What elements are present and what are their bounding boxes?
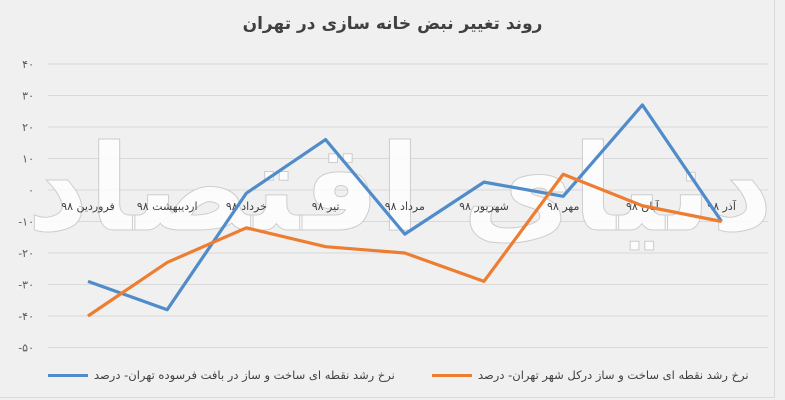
x-tick-label: مرداد ۹۸ [385,200,425,213]
series-line-whole-city [87,172,722,318]
y-tick-label: -۴۰ [18,310,34,323]
y-tick-label: ۲۰ [22,121,34,134]
y-tick-label: ۰ [28,184,34,197]
y-tick-label: -۱۰ [18,216,34,229]
x-tick-label: تیر ۹۸ [312,200,340,213]
legend-swatch-orange-icon [432,373,472,377]
x-tick-label: خرداد ۹۸ [226,200,267,213]
x-tick-label: مهر ۹۸ [547,200,579,213]
x-tick-label: فروردین ۹۸ [61,200,115,213]
chart-legend: نرخ رشد نقطه ای ساخت و ساز در بافت فرسود… [0,368,785,388]
y-axis-ticks: ۴۰ ۳۰ ۲۰ ۱۰ ۰ -۱۰ -۲۰ -۳۰ -۴۰ -۵۰ [18,58,34,355]
legend-label-worn-texture: نرخ رشد نقطه ای ساخت و ساز در بافت فرسود… [94,368,395,382]
chart-title: روند تغییر نبض خانه سازی در تهران [242,14,543,34]
legend-item-worn-texture: نرخ رشد نقطه ای ساخت و ساز در بافت فرسود… [48,368,395,382]
watermark-logo: دنیای اقتصاد [27,120,773,259]
legend-item-whole-city: نرخ رشد نقطه ای ساخت و ساز درکل شهر تهرا… [432,368,749,382]
series-lines [87,103,723,318]
gridlines [48,63,768,348]
x-axis-labels: فروردین ۹۸ اردیبهشت ۹۸ خرداد ۹۸ تیر ۹۸ مرداد… [61,199,737,213]
x-tick-label: اردیبهشت ۹۸ [137,200,198,213]
series-line-worn-texture [87,103,723,312]
y-tick-label: ۳۰ [22,90,34,103]
y-tick-label: -۵۰ [18,342,34,355]
y-tick-label: ۴۰ [22,58,34,71]
x-tick-label: شهریور ۹۸ [459,200,509,213]
y-tick-label: -۲۰ [18,247,34,260]
legend-label-whole-city: نرخ رشد نقطه ای ساخت و ساز درکل شهر تهرا… [478,368,749,382]
y-tick-label: ۱۰ [22,153,34,166]
y-tick-label: -۳۰ [18,279,34,292]
legend-swatch-blue-icon [48,373,88,377]
